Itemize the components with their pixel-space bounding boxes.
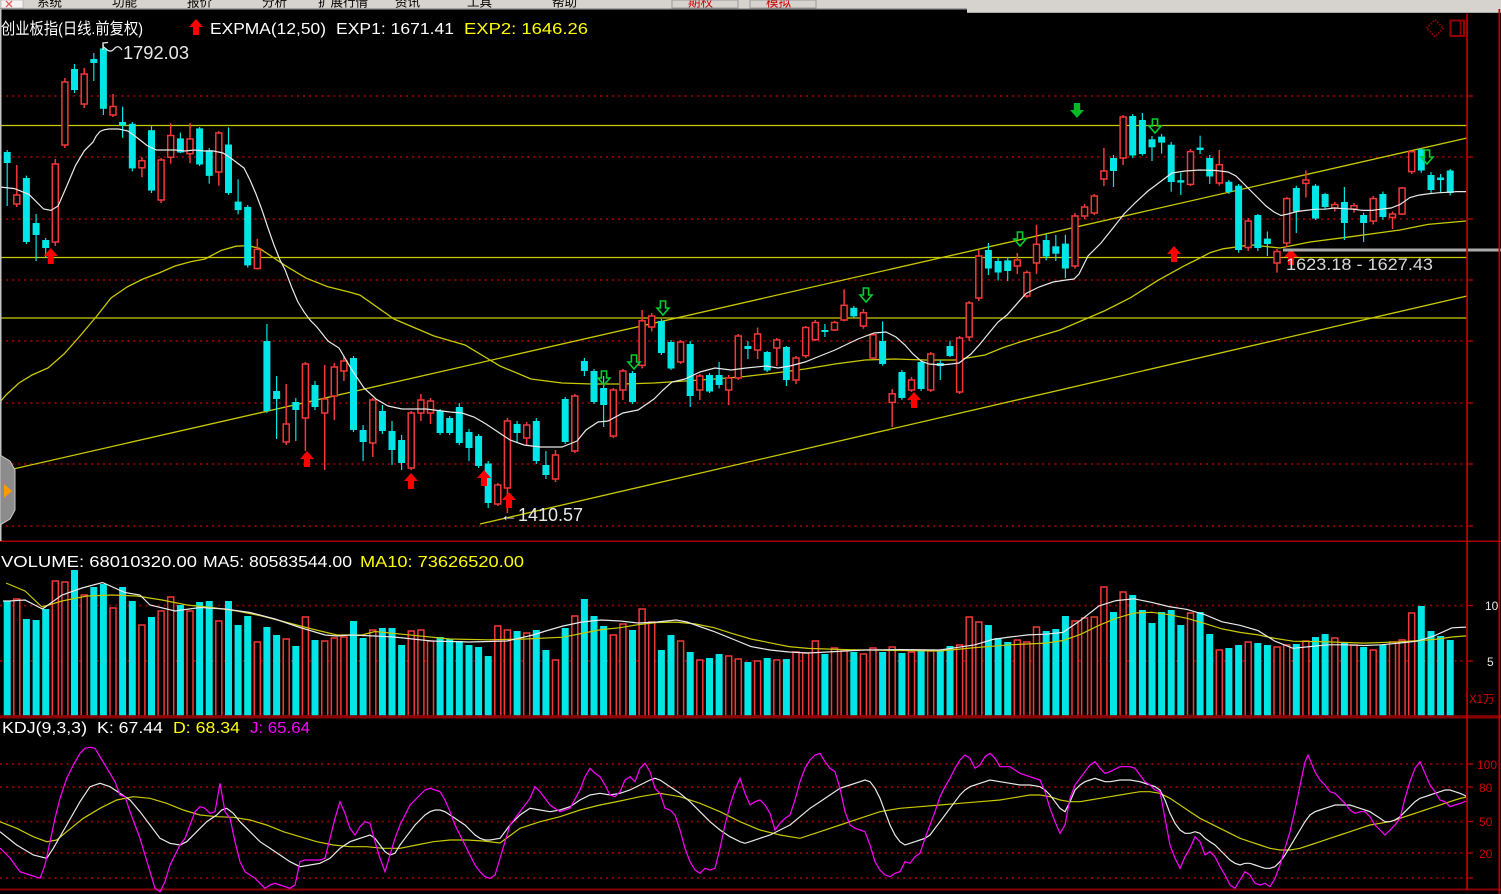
svg-text:MA5: 80583544.00: MA5: 80583544.00	[203, 554, 352, 571]
svg-text:工具: 工具	[467, 0, 493, 10]
svg-text:80: 80	[1479, 781, 1493, 795]
svg-text:10: 10	[1485, 599, 1499, 613]
svg-text:EXP1: 1671.41: EXP1: 1671.41	[336, 21, 454, 38]
svg-text:期权: 期权	[688, 0, 714, 10]
svg-text:K: 67.44: K: 67.44	[97, 720, 163, 737]
svg-text:分析: 分析	[262, 0, 287, 10]
svg-text:VOLUME: 68010320.00: VOLUME: 68010320.00	[1, 554, 197, 571]
svg-text:扩展行情: 扩展行情	[318, 0, 368, 10]
svg-text:X1万: X1万	[1469, 694, 1495, 706]
svg-text:1623.18 - 1627.43: 1623.18 - 1627.43	[1286, 255, 1433, 274]
svg-text:EXPMA(12,50): EXPMA(12,50)	[210, 21, 326, 38]
svg-text:MA10: 73626520.00: MA10: 73626520.00	[360, 554, 524, 571]
svg-text:50: 50	[1479, 815, 1493, 829]
svg-text:20: 20	[1479, 847, 1493, 861]
svg-text:J: 65.64: J: 65.64	[250, 720, 310, 737]
svg-text:1792.03: 1792.03	[123, 43, 189, 63]
svg-text:报价: 报价	[187, 0, 213, 10]
svg-text:资讯: 资讯	[395, 0, 421, 10]
svg-text:模拟: 模拟	[766, 0, 792, 10]
svg-text:5: 5	[1487, 655, 1494, 669]
svg-text:←1410.57: ←1410.57	[500, 505, 583, 525]
svg-text:EXP2: 1646.26: EXP2: 1646.26	[464, 21, 588, 38]
svg-text:系统: 系统	[37, 0, 62, 10]
svg-text:KDJ(9,3,3): KDJ(9,3,3)	[2, 720, 87, 737]
svg-text:100: 100	[1477, 758, 1497, 772]
svg-text:功能: 功能	[112, 0, 138, 10]
svg-text:创业板指(日线.前复权): 创业板指(日线.前复权)	[1, 20, 143, 38]
svg-text:帮助: 帮助	[552, 0, 577, 10]
svg-text:D: 68.34: D: 68.34	[173, 720, 240, 737]
